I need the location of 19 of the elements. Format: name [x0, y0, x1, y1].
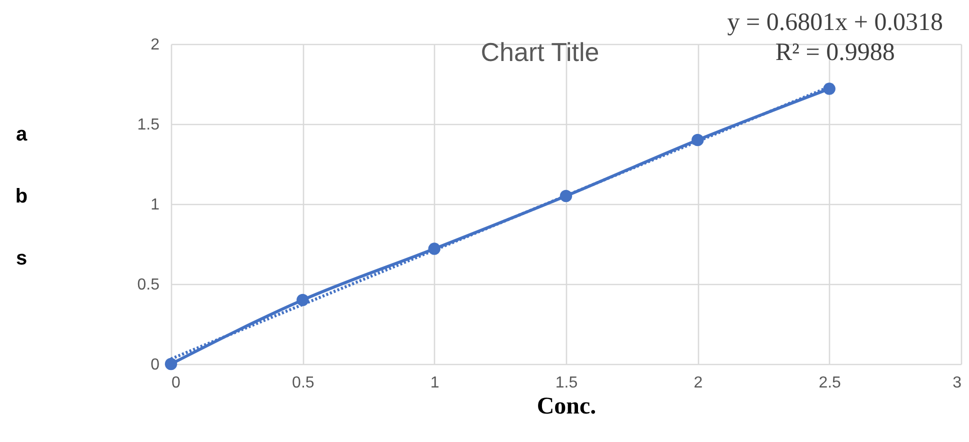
point [164, 358, 178, 370]
annotation: R² = 0.9988 [774, 38, 896, 68]
x-axis-title: Conc. [536, 394, 596, 420]
chart-title: Chart Title [480, 37, 600, 67]
text: abs [15, 124, 28, 270]
x-tick-label: 3 [952, 374, 962, 392]
y-tick-label: 1 [150, 196, 160, 214]
x-tick-label: 0 [172, 374, 180, 392]
y-tick-label: 2 [150, 36, 160, 54]
point [823, 82, 836, 95]
x-tick-label: 2.5 [818, 374, 842, 392]
text: y = 0.6801x + 0.0318 [727, 8, 943, 38]
x-tick-label: 2 [694, 374, 703, 392]
y-tick-label: 1.5 [137, 116, 160, 134]
x-tick-label: 1.5 [555, 374, 578, 392]
x-tick-label: 1 [430, 374, 440, 392]
y-tick-label: 0 [150, 356, 160, 374]
x-tick-label: 0.5 [292, 374, 314, 392]
y-tick-label: 0.5 [137, 276, 160, 294]
